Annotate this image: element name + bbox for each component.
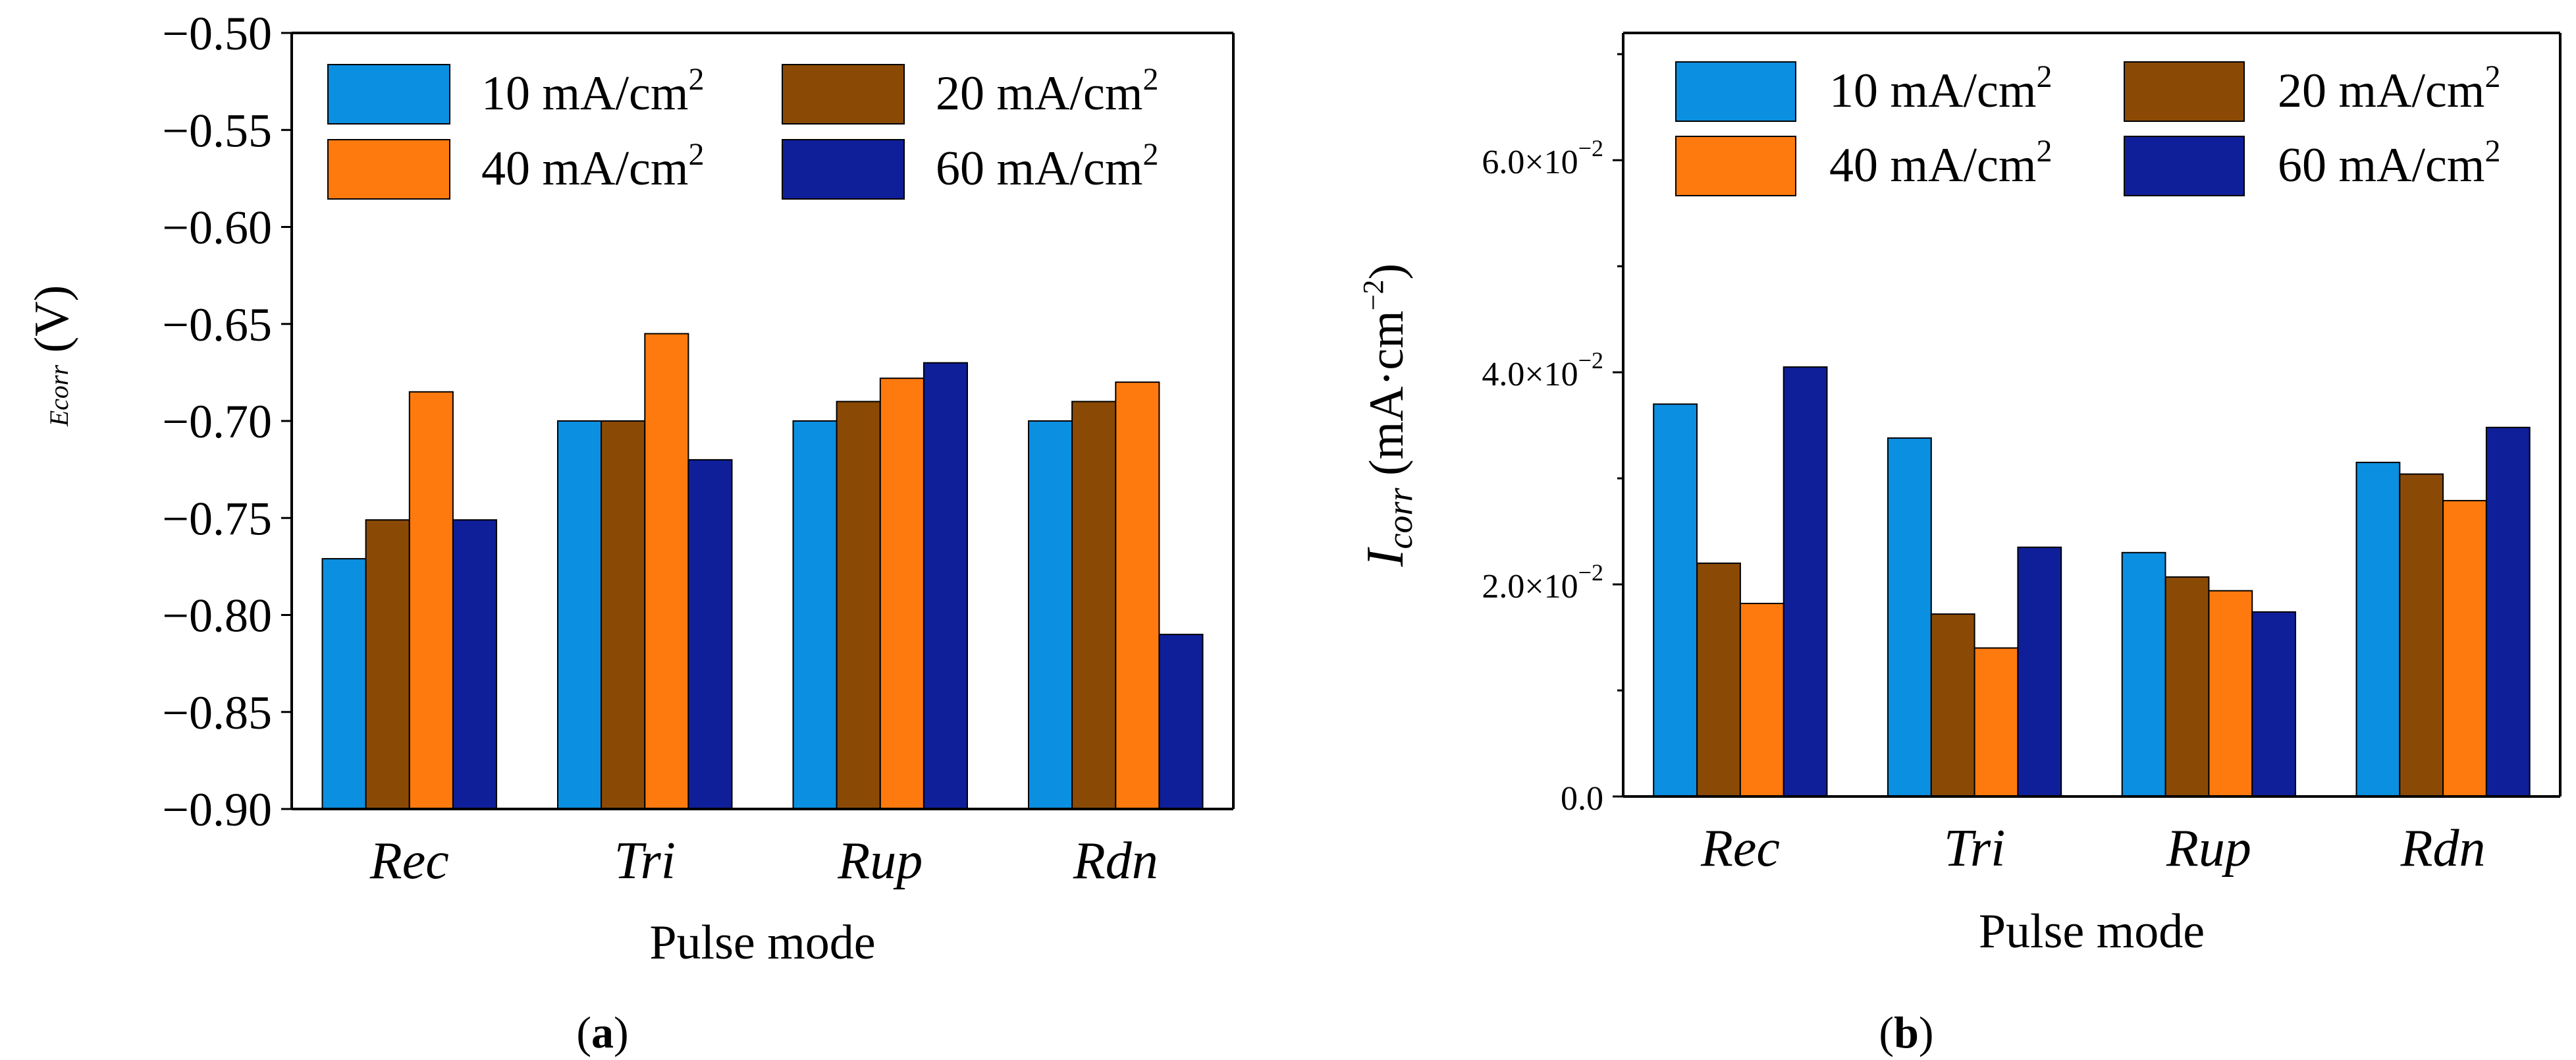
- legend-label: 10 mA/cm2: [481, 62, 704, 121]
- bar-a-tri-3: [644, 333, 689, 810]
- legend-swatch: [1675, 136, 1796, 196]
- bar-b-rup-1: [2121, 551, 2166, 797]
- legend-swatch: [782, 64, 905, 125]
- bar-a-rup-2: [836, 401, 881, 810]
- bar-b-rdn-1: [2355, 461, 2401, 798]
- legend-swatch: [327, 139, 450, 200]
- legend-label: 60 mA/cm2: [2278, 134, 2500, 192]
- y-tick-label-b: 0.0: [1561, 780, 1603, 818]
- y-axis-label-b: Icorr (mA·cm−2): [1356, 264, 1420, 567]
- legend-swatch: [2124, 61, 2245, 122]
- x-axis-label-a: Pulse mode: [649, 916, 875, 970]
- legend-b: 10 mA/cm2 20 mA/cm2 40 mA/cm2 60 mA/cm2: [1675, 59, 2500, 196]
- bar-a-rdn-3: [1115, 381, 1160, 810]
- bar-b-rec-4: [1783, 366, 1828, 797]
- x-axis-label-b: Pulse mode: [1979, 905, 2205, 959]
- category-label-rdn: Rdn: [1073, 832, 1158, 890]
- category-label-rec: Rec: [369, 832, 449, 890]
- legend-swatch: [782, 139, 905, 200]
- bar-b-rdn-3: [2442, 499, 2487, 798]
- category-label-tri: Tri: [614, 832, 676, 890]
- legend-label: 20 mA/cm2: [936, 62, 1158, 121]
- bar-b-rdn-4: [2485, 426, 2531, 797]
- y-tick-label-a: −0.85: [162, 686, 272, 739]
- bar-a-rec-2: [365, 519, 410, 810]
- y-tick-label-a: −0.65: [162, 298, 272, 351]
- legend-label: 10 mA/cm2: [1829, 59, 2052, 118]
- legend-a: 10 mA/cm2 20 mA/cm2 40 mA/cm2 60 mA/cm2: [327, 62, 1158, 200]
- category-label-rec: Rec: [1700, 820, 1780, 878]
- bar-a-rdn-4: [1158, 634, 1204, 810]
- category-label-rup: Rup: [837, 832, 923, 890]
- legend-label: 40 mA/cm2: [1829, 134, 2052, 192]
- bar-a-rup-1: [792, 420, 838, 810]
- bar-b-rup-4: [2251, 611, 2296, 798]
- bar-b-rec-3: [1739, 603, 1784, 797]
- bar-a-rup-3: [879, 377, 925, 810]
- bar-b-rup-2: [2164, 576, 2210, 797]
- bar-b-tri-2: [1930, 613, 1975, 797]
- y-tick-label-b: 4.0×10−2: [1482, 347, 1603, 393]
- bar-b-tri-4: [2017, 546, 2062, 797]
- chart-panel-a: −0.90 −0.85 −0.80 −0.75 −0.70 −0.65 −0.60 −0.55…: [25, 7, 1235, 1057]
- legend-swatch: [327, 64, 450, 125]
- bar-a-rdn-1: [1028, 420, 1073, 810]
- y-tick-label-a: −0.55: [162, 104, 272, 157]
- bar-a-rec-3: [408, 391, 454, 810]
- bar-a-tri-2: [601, 420, 646, 810]
- bar-b-tri-1: [1887, 437, 1932, 797]
- bar-a-rec-1: [321, 558, 367, 810]
- bar-a-rup-4: [923, 362, 969, 810]
- bar-a-tri-1: [557, 420, 603, 810]
- y-axis-label-a: Ecorr (V): [25, 285, 79, 428]
- bar-a-rdn-2: [1071, 401, 1117, 810]
- y-tick-label-a: −0.70: [162, 395, 272, 448]
- category-label-rup: Rup: [2166, 820, 2251, 878]
- bar-b-rdn-2: [2399, 473, 2444, 797]
- category-label-tri: Tri: [1944, 820, 2005, 878]
- bar-b-rec-2: [1696, 562, 1741, 798]
- bar-a-rec-4: [452, 519, 498, 810]
- legend-label: 40 mA/cm2: [481, 137, 704, 196]
- chart-panel-b: 0.0 2.0×10−2 4.0×10−2 6.0×10−2 Rec Tri Rup Rdn P…: [1356, 32, 2562, 1057]
- y-tick-label-a: −0.50: [162, 7, 272, 60]
- panel-caption-b: (b): [1879, 1007, 1933, 1057]
- legend-swatch: [1675, 61, 1796, 122]
- bar-a-tri-4: [687, 459, 733, 810]
- legend-label: 20 mA/cm2: [2278, 59, 2500, 118]
- y-tick-label-a: −0.80: [162, 590, 272, 642]
- bar-b-tri-3: [1973, 647, 2019, 797]
- y-tick-label-b: 2.0×10−2: [1482, 559, 1603, 605]
- legend-label: 60 mA/cm2: [936, 137, 1158, 196]
- panel-caption-a: (a): [576, 1007, 628, 1057]
- y-tick-label-b: 6.0×10−2: [1482, 135, 1603, 181]
- y-tick-label-a: −0.60: [162, 202, 272, 254]
- bar-b-rec-1: [1653, 403, 1698, 797]
- bar-b-rup-3: [2208, 590, 2253, 797]
- legend-swatch: [2124, 136, 2245, 196]
- y-tick-label-a: −0.90: [162, 783, 272, 836]
- y-tick-label-a: −0.75: [162, 492, 272, 545]
- category-label-rdn: Rdn: [2400, 820, 2486, 878]
